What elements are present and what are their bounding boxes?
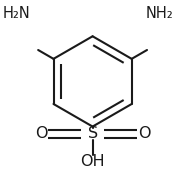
Text: OH: OH [80,155,105,169]
Text: NH₂: NH₂ [146,6,174,21]
Text: H₂N: H₂N [3,6,30,21]
Text: O: O [138,126,150,141]
Text: S: S [88,126,98,141]
Text: O: O [35,126,47,141]
